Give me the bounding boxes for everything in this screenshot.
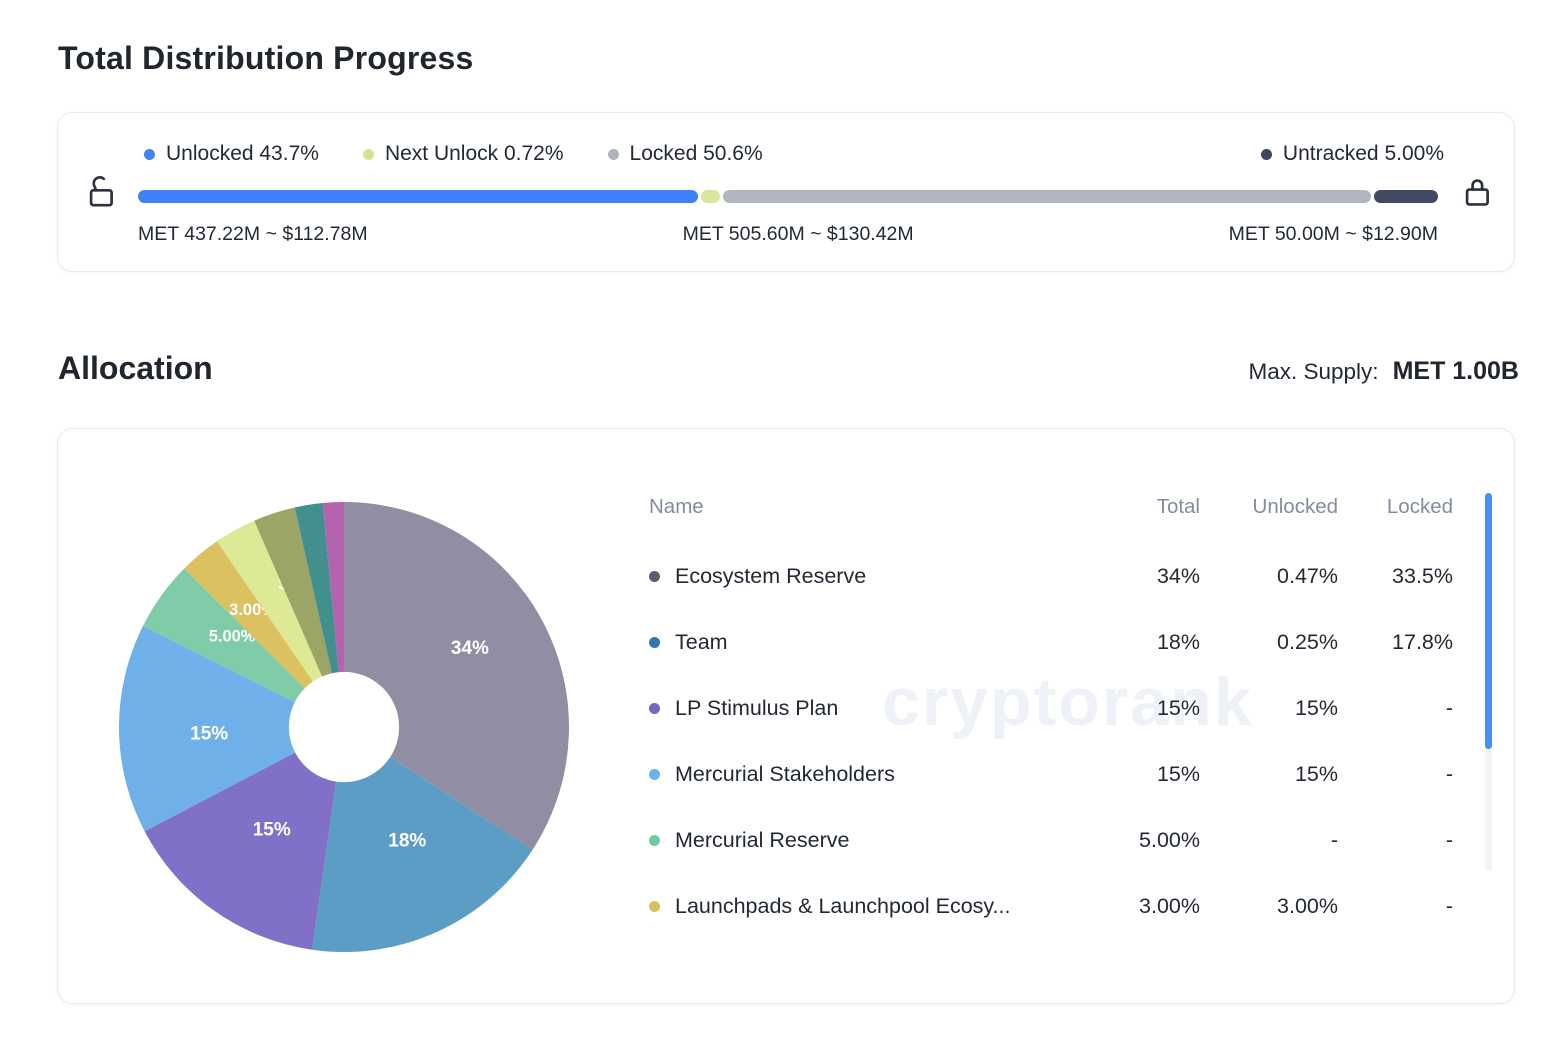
- allocation-header-row: Allocation Max. Supply: MET 1.00B: [58, 350, 1519, 387]
- untracked-amount: MET 50.00M ~ $12.90M: [1228, 223, 1438, 245]
- locked-amount: MET 505.60M ~ $130.42M: [682, 223, 914, 245]
- row-total: 15%: [1156, 695, 1200, 720]
- table-row: LP Stimulus Plan 15% 15% -: [649, 675, 1455, 741]
- pie-label: 34%: [451, 638, 489, 659]
- unlocked-amount: MET 437.22M ~ $112.78M: [138, 223, 368, 245]
- pie-label: 18%: [388, 831, 426, 852]
- allocation-table[interactable]: Name Total Unlocked Locked Ecosystem Res…: [649, 495, 1455, 939]
- row-name: Launchpads & Launchpool Ecosy...: [675, 893, 1011, 918]
- distribution-progress-card: Unlocked 43.7% Next Unlock 0.72% Locked 50…: [57, 112, 1515, 272]
- legend-label: Next Unlock 0.72%: [384, 142, 564, 165]
- pie-slice[interactable]: [312, 757, 533, 952]
- row-total: 5.00%: [1139, 827, 1200, 852]
- pie-slice[interactable]: [322, 502, 344, 673]
- max-supply: Max. Supply: MET 1.00B: [1249, 357, 1520, 386]
- watermark: cryptorank: [882, 664, 1254, 740]
- row-dot: [649, 570, 660, 582]
- col-unlocked: Unlocked: [1252, 495, 1338, 518]
- pie-label: 5.00%: [209, 627, 256, 645]
- row-unlocked: 0.47%: [1277, 563, 1338, 588]
- col-locked: Locked: [1386, 495, 1453, 518]
- row-name: LP Stimulus Plan: [675, 695, 839, 720]
- row-dot: [649, 768, 660, 780]
- row-locked: -: [1445, 761, 1453, 786]
- legend-item: Unlocked 43.7%: [144, 142, 319, 166]
- legend-dot: [144, 148, 155, 160]
- allocation-table-body: Ecosystem Reserve 34% 0.47% 33.5% Team 18% 0.2…: [649, 543, 1455, 939]
- max-supply-label: Max. Supply:: [1248, 359, 1379, 384]
- allocation-pie-chart[interactable]: 34%18%15%15%5.00%3.00%3.00%: [118, 501, 570, 953]
- legend-item: Next Unlock 0.72%: [362, 142, 564, 166]
- pie-label: 15%: [253, 820, 291, 841]
- row-unlocked: 0.25%: [1277, 629, 1338, 654]
- pie-slice[interactable]: [294, 503, 339, 674]
- row-name: Mercurial Stakeholders: [675, 761, 895, 786]
- row-locked: -: [1445, 893, 1453, 918]
- unlock-icon: [84, 173, 118, 209]
- progress-segment-locked[interactable]: [722, 190, 1371, 203]
- legend-label: Unlocked 43.7%: [166, 142, 319, 165]
- progress-segment-unlocked[interactable]: [138, 190, 698, 203]
- progress-legend-left: Unlocked 43.7% Next Unlock 0.72% Locked 50…: [144, 142, 763, 166]
- col-total: Total: [1156, 495, 1200, 518]
- pie-label: 15%: [190, 724, 228, 745]
- pie-slice[interactable]: [344, 502, 570, 850]
- row-locked: 33.5%: [1392, 563, 1453, 588]
- row-name: Ecosystem Reserve: [675, 563, 867, 588]
- table-row: Mercurial Stakeholders 15% 15% -: [649, 741, 1455, 807]
- row-unlocked: -: [1330, 827, 1338, 852]
- allocation-card: cryptorank 34% 18% 15% 15% 5.00% 3.00% 3.00% N…: [57, 428, 1515, 1004]
- row-locked: -: [1445, 695, 1453, 720]
- allocation-title: Allocation: [58, 350, 213, 386]
- progress-legend: Unlocked 43.7% Next Unlock 0.72% Locked 50…: [144, 142, 1444, 166]
- row-name: Team: [675, 629, 728, 654]
- row-total: 34%: [1156, 563, 1200, 588]
- legend-item: Locked 50.6%: [607, 142, 763, 166]
- table-row: Ecosystem Reserve 34% 0.47% 33.5%: [649, 543, 1455, 609]
- pie-slice[interactable]: [184, 541, 313, 689]
- row-name: Mercurial Reserve: [675, 827, 850, 852]
- progress-amounts: MET 437.22M ~ $112.78M MET 505.60M ~ $13…: [138, 223, 1438, 246]
- pie-slice[interactable]: [119, 625, 296, 832]
- row-dot: [649, 900, 660, 912]
- legend-dot: [607, 148, 619, 160]
- page-title: Total Distribution Progress: [58, 40, 474, 76]
- row-dot: [649, 702, 660, 714]
- row-locked: 17.8%: [1392, 629, 1453, 654]
- row-unlocked: 15%: [1294, 695, 1338, 720]
- row-total: 18%: [1156, 629, 1200, 654]
- pie-slice[interactable]: [144, 752, 337, 950]
- allocation-table-header: Name Total Unlocked Locked: [649, 495, 1455, 519]
- progress-segment-untracked[interactable]: [1373, 190, 1438, 203]
- pie-slice[interactable]: [216, 520, 323, 682]
- table-scrollbar-thumb[interactable]: [1485, 493, 1492, 749]
- legend-label: Locked 50.6%: [629, 142, 763, 165]
- row-unlocked: 15%: [1294, 761, 1338, 786]
- table-scrollbar-track[interactable]: [1485, 493, 1492, 871]
- legend-item: Untracked 5.00%: [1260, 142, 1444, 166]
- table-row: Team 18% 0.25% 17.8%: [649, 609, 1455, 675]
- row-dot: [649, 636, 660, 648]
- table-row: Launchpads & Launchpool Ecosy... 3.00% 3.0…: [649, 873, 1455, 939]
- progress-segment-next-unlock[interactable]: [700, 190, 720, 203]
- row-dot: [649, 834, 660, 846]
- row-total: 15%: [1156, 761, 1200, 786]
- legend-dot: [362, 148, 374, 160]
- table-row: Mercurial Reserve 5.00% - -: [649, 807, 1455, 873]
- legend-dot: [1260, 148, 1272, 160]
- legend-label: Untracked 5.00%: [1282, 142, 1444, 165]
- lock-icon: [1460, 173, 1494, 209]
- row-unlocked: 3.00%: [1277, 893, 1338, 918]
- progress-legend-right: Untracked 5.00%: [1260, 142, 1444, 166]
- row-locked: -: [1445, 827, 1453, 852]
- pie-slice[interactable]: [254, 507, 332, 677]
- row-total: 3.00%: [1139, 893, 1200, 918]
- col-name: Name: [649, 495, 704, 518]
- distribution-progress-bar: [138, 190, 1438, 203]
- max-supply-value: MET 1.00B: [1392, 357, 1519, 385]
- pie-slice[interactable]: [142, 568, 305, 703]
